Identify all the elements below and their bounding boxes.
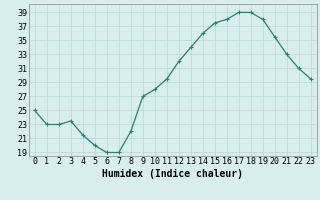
X-axis label: Humidex (Indice chaleur): Humidex (Indice chaleur) xyxy=(102,169,243,179)
